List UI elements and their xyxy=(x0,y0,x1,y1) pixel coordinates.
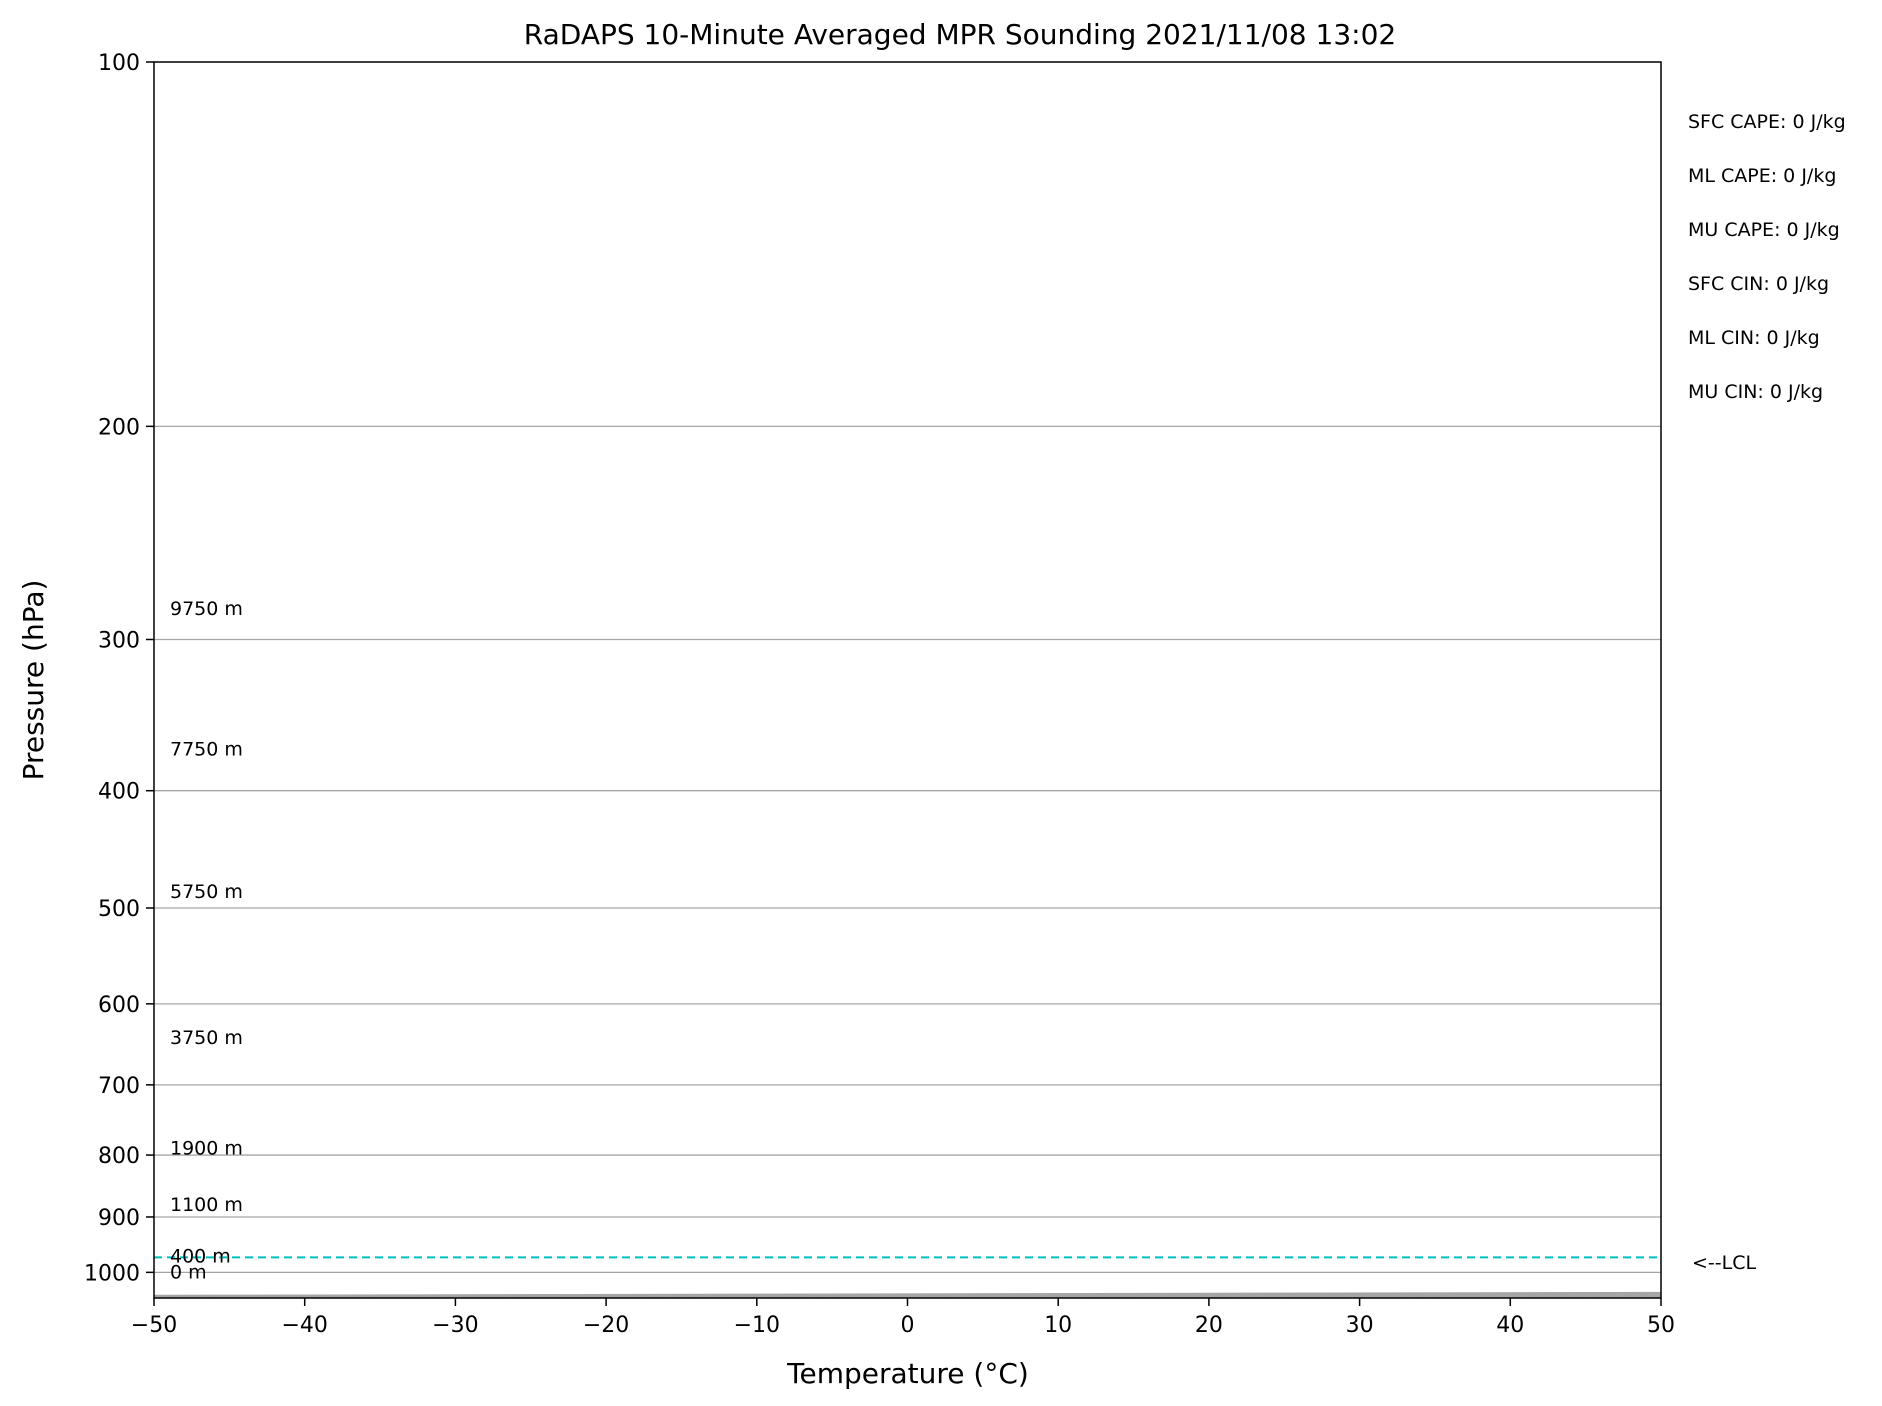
x-tick-label: 10 xyxy=(1044,1313,1072,1338)
isobars xyxy=(154,62,1661,1274)
height-label: 3750 m xyxy=(170,1027,243,1049)
y-tick-label: 600 xyxy=(98,993,140,1018)
height-label: 1100 m xyxy=(170,1194,243,1216)
height-label: 0 m xyxy=(170,1261,207,1283)
y-tick-label: 1000 xyxy=(84,1261,140,1286)
y-tick-label: 700 xyxy=(98,1074,140,1099)
height-label: 5750 m xyxy=(170,881,243,903)
x-tick-label: −50 xyxy=(131,1313,177,1338)
x-axis-ticks: −50 −40 −30 −20 −10 0 10 20 30 40 50 xyxy=(131,1298,1675,1338)
x-tick-label: 0 xyxy=(901,1313,915,1338)
y-tick-label: 100 xyxy=(98,51,140,76)
x-tick-label: −20 xyxy=(583,1313,629,1338)
stat-label: MU CAPE: 0 J/kg xyxy=(1688,219,1840,241)
x-axis-title: Temperature (°C) xyxy=(786,1357,1029,1390)
x-tick-label: 40 xyxy=(1496,1313,1524,1338)
y-tick-label: 500 xyxy=(98,897,140,922)
height-label: 400 m xyxy=(170,1245,231,1267)
x-tick-label: −30 xyxy=(432,1313,478,1338)
stat-label: MU CIN: 0 J/kg xyxy=(1688,381,1823,403)
x-tick-label: −40 xyxy=(281,1313,327,1338)
x-tick-label: −10 xyxy=(734,1313,780,1338)
y-tick-label: 200 xyxy=(98,415,140,440)
height-label: 7750 m xyxy=(170,739,243,761)
stat-label: ML CIN: 0 J/kg xyxy=(1688,327,1820,349)
stats-panel: SFC CAPE: 0 J/kg ML CAPE: 0 J/kg MU CAPE: … xyxy=(1688,111,1846,403)
stat-label: ML CAPE: 0 J/kg xyxy=(1688,165,1836,187)
stat-label: SFC CAPE: 0 J/kg xyxy=(1688,111,1846,133)
x-tick-label: 20 xyxy=(1195,1313,1223,1338)
lcl-label: <--LCL xyxy=(1692,1252,1756,1274)
y-tick-label: 400 xyxy=(98,780,140,805)
stat-label: SFC CIN: 0 J/kg xyxy=(1688,273,1829,295)
height-label: 9750 m xyxy=(170,598,243,620)
y-tick-label: 800 xyxy=(98,1144,140,1169)
plot-area: 9750 m 7750 m 5750 m 3750 m 1900 m 1100 m 400 … xyxy=(154,62,1661,1298)
height-label: 1900 m xyxy=(170,1137,243,1159)
chart-title: RaDAPS 10-Minute Averaged MPR Sounding 2… xyxy=(524,18,1396,51)
y-tick-label: 300 xyxy=(98,628,140,653)
y-tick-label: 900 xyxy=(98,1206,140,1231)
x-tick-label: 30 xyxy=(1346,1313,1374,1338)
y-axis-title: Pressure (hPa) xyxy=(17,580,50,781)
height-labels: 9750 m 7750 m 5750 m 3750 m 1900 m 1100 m 400 … xyxy=(170,598,243,1284)
y-axis-ticks: 100 200 300 400 500 600 700 800 900 1000 xyxy=(84,51,154,1286)
x-tick-label: 50 xyxy=(1647,1313,1675,1338)
